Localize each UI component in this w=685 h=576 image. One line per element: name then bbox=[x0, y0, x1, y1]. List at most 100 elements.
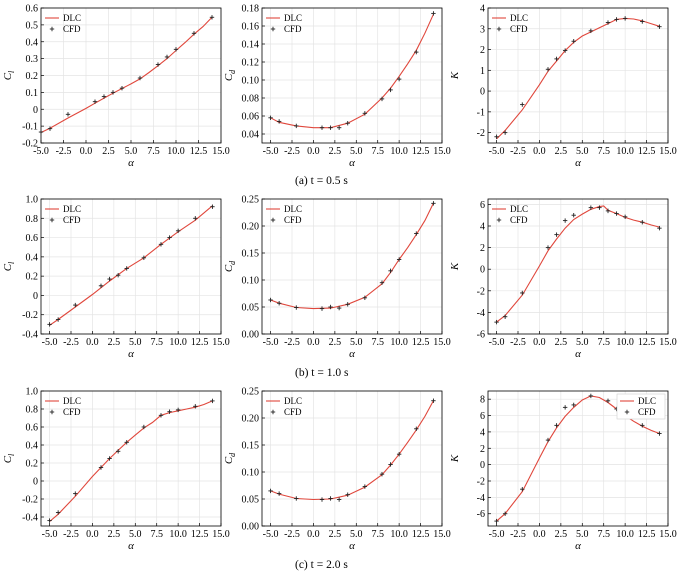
caption-text: (c) t = 2.0 s bbox=[295, 559, 348, 571]
x-tick-label: 0.0 bbox=[86, 337, 99, 348]
data-point-cfd bbox=[362, 295, 368, 301]
y-axis-label-base: K bbox=[449, 71, 461, 80]
data-point-cfd bbox=[388, 87, 393, 93]
x-tick-label: 2.5 bbox=[555, 337, 568, 348]
caption-text: (b) t = 1.0 s bbox=[295, 367, 349, 379]
data-point-cfd bbox=[336, 125, 342, 130]
legend-label-dlc: DLC bbox=[284, 13, 302, 23]
x-tick-label: -2.5 bbox=[56, 146, 72, 157]
caption-2: (c) t = 2.0 s bbox=[295, 559, 348, 571]
data-point-cfd bbox=[657, 225, 662, 231]
x-tick-label: 7.5 bbox=[150, 529, 163, 540]
x-tick-label: 5.0 bbox=[576, 529, 589, 540]
data-point-cfd bbox=[614, 211, 619, 216]
x-axis-label: α bbox=[349, 348, 355, 360]
data-point-cfd bbox=[210, 204, 215, 209]
x-tick-label: 2.5 bbox=[108, 529, 121, 540]
data-point-cfd bbox=[175, 228, 181, 234]
plot-frame bbox=[487, 390, 669, 527]
data-point-cfd bbox=[379, 471, 385, 477]
y-tick-label: 0.00 bbox=[242, 522, 260, 533]
data-point-cfd bbox=[379, 96, 385, 102]
x-tick-label: 2.5 bbox=[329, 529, 342, 540]
y-tick-label: 0.10 bbox=[242, 76, 260, 87]
y-tick-label: 1 bbox=[480, 66, 485, 77]
data-point-cfd bbox=[414, 231, 419, 236]
legend-label-cfd: CFD bbox=[284, 407, 302, 417]
data-point-cfd bbox=[110, 90, 116, 95]
x-tick-label: 10.0 bbox=[169, 529, 187, 540]
data-point-cfd bbox=[276, 301, 282, 306]
data-point-cfd bbox=[388, 462, 393, 467]
x-axis-label: α bbox=[349, 540, 355, 552]
data-point-cfd bbox=[545, 437, 551, 443]
x-tick-label: 5.0 bbox=[125, 146, 138, 157]
y-axis-label-sub: l bbox=[7, 70, 16, 73]
y-axis-label-sub: l bbox=[7, 453, 16, 456]
y-tick-label: 0.2 bbox=[26, 459, 39, 470]
data-point-cfd bbox=[431, 201, 436, 206]
x-tick-label: 5.0 bbox=[576, 337, 589, 348]
y-tick-label: -0.2 bbox=[22, 139, 38, 150]
y-axis-label-base: K bbox=[449, 454, 461, 463]
y-tick-label: 0 bbox=[33, 477, 38, 488]
y-tick-label: 0.2 bbox=[26, 272, 39, 283]
data-point-cfd bbox=[336, 305, 342, 311]
data-point-cfd bbox=[294, 496, 299, 501]
y-tick-label: 0 bbox=[33, 291, 38, 302]
x-tick-label: 7.5 bbox=[597, 337, 610, 348]
x-tick-label: 2.5 bbox=[555, 146, 568, 157]
data-point-cfd bbox=[167, 409, 172, 414]
data-point-cfd bbox=[101, 94, 107, 99]
y-tick-label: 0.20 bbox=[242, 414, 260, 425]
plot-frame bbox=[487, 7, 669, 144]
x-tick-label: -5.0 bbox=[489, 146, 505, 157]
legend-label-dlc: DLC bbox=[63, 13, 81, 23]
legend-label-cfd: CFD bbox=[638, 407, 656, 417]
y-tick-label: 0.05 bbox=[242, 495, 260, 506]
plot-frame bbox=[261, 198, 443, 335]
x-tick-label: 0.0 bbox=[533, 337, 546, 348]
y-tick-label: 0.00 bbox=[242, 330, 260, 341]
y-tick-label: 3 bbox=[480, 24, 485, 35]
y-axis-label-base: C bbox=[2, 263, 14, 271]
legend-label-dlc: DLC bbox=[284, 204, 302, 214]
x-tick-label: 5.0 bbox=[350, 146, 363, 157]
y-tick-label: -2 bbox=[477, 128, 485, 139]
x-tick-label: 0.0 bbox=[533, 146, 546, 157]
data-point-cfd bbox=[657, 431, 662, 436]
y-tick-label: 0 bbox=[480, 265, 485, 276]
data-point-cfd bbox=[562, 48, 568, 53]
data-point-cfd bbox=[414, 49, 419, 55]
x-tick-label: -5.0 bbox=[263, 146, 279, 157]
series-line-dlc bbox=[49, 400, 213, 522]
y-axis-label: K bbox=[449, 262, 461, 271]
y-tick-label: 0.08 bbox=[242, 94, 260, 105]
caption-text: (a) t = 0.5 s bbox=[295, 175, 348, 187]
data-point-cfd bbox=[545, 67, 551, 72]
data-point-cfd bbox=[571, 213, 576, 218]
x-tick-label: 0.0 bbox=[307, 337, 320, 348]
x-tick-label: 7.5 bbox=[371, 337, 384, 348]
data-point-cfd bbox=[502, 511, 508, 516]
y-tick-label: 2 bbox=[480, 444, 485, 455]
data-point-cfd bbox=[520, 486, 525, 492]
data-point-cfd bbox=[167, 235, 172, 240]
data-point-cfd bbox=[431, 398, 436, 403]
x-tick-label: 10.0 bbox=[616, 337, 634, 348]
y-axis-label-base: C bbox=[223, 264, 235, 272]
legend-label-dlc: DLC bbox=[510, 13, 528, 23]
y-axis-label: Cl bbox=[2, 453, 16, 463]
y-tick-label: 0.25 bbox=[242, 195, 260, 206]
x-tick-label: 7.5 bbox=[371, 146, 384, 157]
data-point-cfd bbox=[73, 302, 78, 308]
x-tick-label: 5.0 bbox=[350, 337, 363, 348]
x-tick-label: 12.5 bbox=[191, 529, 209, 540]
data-point-cfd bbox=[155, 62, 161, 67]
x-tick-label: 10.0 bbox=[167, 146, 185, 157]
y-tick-label: 0.4 bbox=[26, 252, 39, 263]
